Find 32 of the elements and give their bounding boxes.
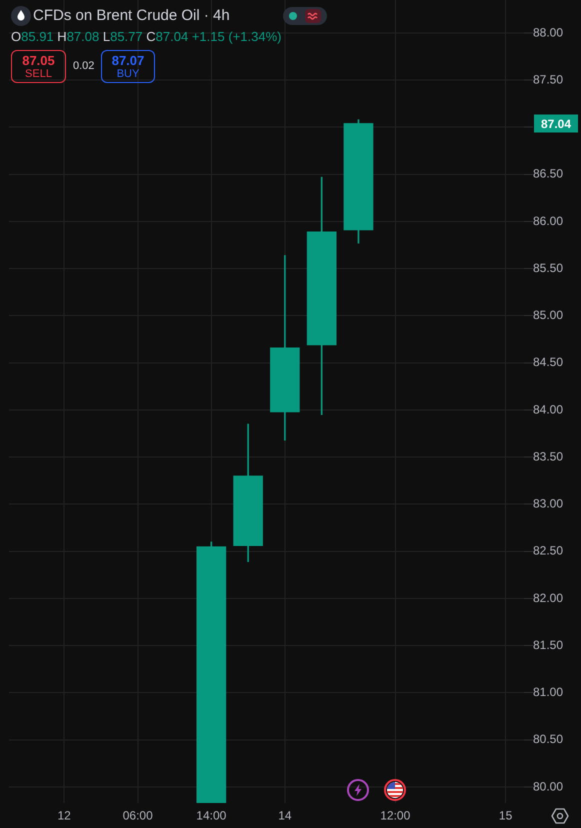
text: CFDs on Brent Crude Oil · 4h	[33, 6, 230, 26]
y-tick-label: 82.00	[533, 590, 564, 605]
y-tick-label: 82.50	[533, 544, 564, 558]
y-tick-label: 87.50	[533, 72, 564, 86]
annotation: BUY	[116, 68, 140, 81]
y-tick-label: 80.00	[533, 779, 564, 794]
y-tick-label: 85.00	[533, 308, 564, 322]
x-tick-label: 14:00	[196, 808, 227, 823]
y-tick-label: 84.00	[533, 402, 564, 416]
y-tick-label: 88.00	[533, 25, 564, 40]
y-tick-label: 85.50	[533, 260, 564, 275]
y-tick-label: 84.50	[533, 355, 564, 370]
annotation: 87.07	[110, 53, 146, 68]
sell-button: 87.05 SELL	[11, 50, 66, 83]
text: 87.04	[540, 116, 572, 131]
buy-button: 87.07 BUY	[101, 50, 155, 83]
text: O85.91 H87.08 L85.77 C87.04 +1.15 (+1.34%)	[11, 29, 282, 45]
x-tick-label: 14	[278, 808, 292, 823]
y-tick-label: 81.50	[533, 638, 564, 652]
y-tick-label: 86.00	[533, 214, 564, 228]
y-tick-label: 86.50	[533, 166, 564, 181]
x-tick-label: 06:00	[122, 808, 154, 823]
x-tick-label: 12:00	[380, 808, 411, 823]
y-tick-label: 83.50	[533, 449, 564, 464]
y-tick-label: 81.00	[533, 685, 564, 700]
x-tick-label: 15	[498, 808, 513, 823]
annotation: 87.05	[21, 53, 56, 68]
annotation: SELL	[24, 68, 53, 81]
y-tick-label: 80.50	[533, 732, 564, 746]
x-tick-label: 12	[58, 808, 72, 823]
y-tick-label: 83.00	[533, 496, 564, 511]
annotation: 0.02	[73, 60, 94, 73]
